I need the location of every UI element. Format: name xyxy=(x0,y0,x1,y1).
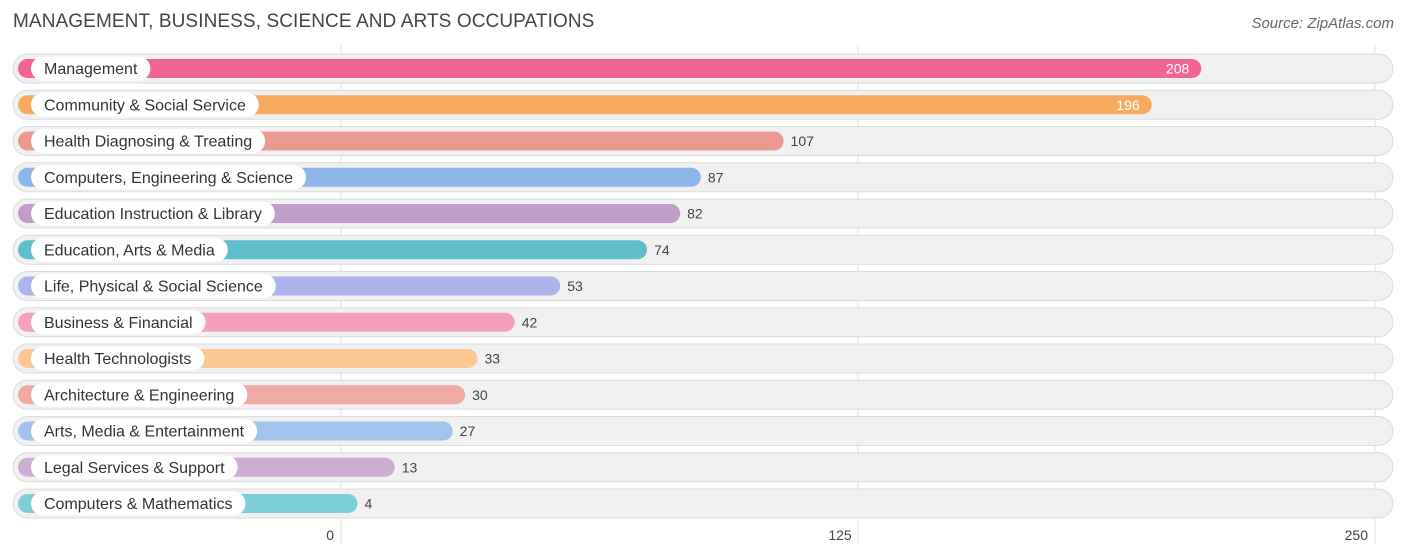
category-label-pill xyxy=(31,382,248,407)
x-tick-label: 125 xyxy=(828,527,852,543)
value-label: 13 xyxy=(402,459,418,475)
value-label: 42 xyxy=(522,314,538,330)
bar-row: Arts, Media & Entertainment 27 xyxy=(12,416,1394,446)
bar-row: Community & Social Service 196 xyxy=(12,89,1394,120)
category-label-pill xyxy=(31,419,258,443)
bar-row: Health Technologists 33 xyxy=(12,343,1394,374)
value-label: 87 xyxy=(708,169,724,185)
category-label: Business & Financial xyxy=(44,315,193,332)
category-label-pill xyxy=(31,491,246,516)
category-label: Architecture & Engineering xyxy=(44,387,234,404)
bar-row: Education, Arts & Media 74 xyxy=(12,234,1394,265)
bar-row: Health Diagnosing & Treating 107 xyxy=(12,126,1394,156)
category-label-pill xyxy=(31,346,205,371)
source-credit: Source: ZipAtlas.com xyxy=(1251,15,1394,32)
value-label: 82 xyxy=(687,206,703,222)
category-label: Management xyxy=(44,61,138,78)
category-label-pill xyxy=(31,92,259,117)
x-tick-label: 0 xyxy=(326,527,334,543)
value-label: 4 xyxy=(365,496,373,512)
value-label: 196 xyxy=(1116,97,1140,113)
category-label-pill xyxy=(31,310,206,335)
bar-row: Life, Physical & Social Science 53 xyxy=(12,271,1394,301)
bar xyxy=(18,95,1152,115)
bar-row: Education Instruction & Library 82 xyxy=(12,198,1394,229)
rows-layer: Management 208 Community & Social Service 1… xyxy=(12,53,1394,519)
bar-row: Architecture & Engineering 30 xyxy=(12,379,1394,410)
value-label: 53 xyxy=(567,278,583,294)
category-label: Education Instruction & Library xyxy=(44,206,262,223)
category-label-pill xyxy=(31,201,275,226)
x-tick-label: 250 xyxy=(1345,527,1369,543)
category-label: Computers & Mathematics xyxy=(44,496,233,513)
category-label-pill xyxy=(31,455,238,480)
chart-title: MANAGEMENT, BUSINESS, SCIENCE AND ARTS O… xyxy=(13,11,595,32)
category-label-pill xyxy=(31,56,151,81)
category-label: Education, Arts & Media xyxy=(44,242,215,259)
category-label: Computers, Engineering & Science xyxy=(44,170,293,187)
bar-row: Business & Financial 42 xyxy=(12,307,1394,338)
bar-track xyxy=(12,488,1394,519)
value-label: 107 xyxy=(791,133,815,149)
value-label: 208 xyxy=(1166,61,1190,77)
category-label: Community & Social Service xyxy=(44,97,246,114)
bar xyxy=(18,59,1202,78)
category-label: Legal Services & Support xyxy=(44,460,225,477)
category-label: Health Technologists xyxy=(44,351,191,368)
value-label: 74 xyxy=(654,242,670,258)
value-label: 33 xyxy=(484,351,500,367)
value-label: 27 xyxy=(460,423,476,439)
category-label-pill xyxy=(31,237,228,262)
bar-row: Legal Services & Support 13 xyxy=(12,452,1394,483)
category-label: Health Diagnosing & Treating xyxy=(44,134,252,151)
category-label: Life, Physical & Social Science xyxy=(44,279,263,296)
category-label: Arts, Media & Entertainment xyxy=(44,424,245,441)
bar-row: Management 208 xyxy=(12,53,1394,84)
x-axis-ticks: 0 125 250 xyxy=(326,527,1368,543)
value-label: 30 xyxy=(472,387,488,403)
category-label-pill xyxy=(31,165,307,190)
category-label-pill xyxy=(31,129,266,153)
category-label-pill xyxy=(31,274,276,298)
bar-row: Computers & Mathematics 4 xyxy=(12,488,1394,519)
bar-row: Computers, Engineering & Science 87 xyxy=(12,162,1394,193)
